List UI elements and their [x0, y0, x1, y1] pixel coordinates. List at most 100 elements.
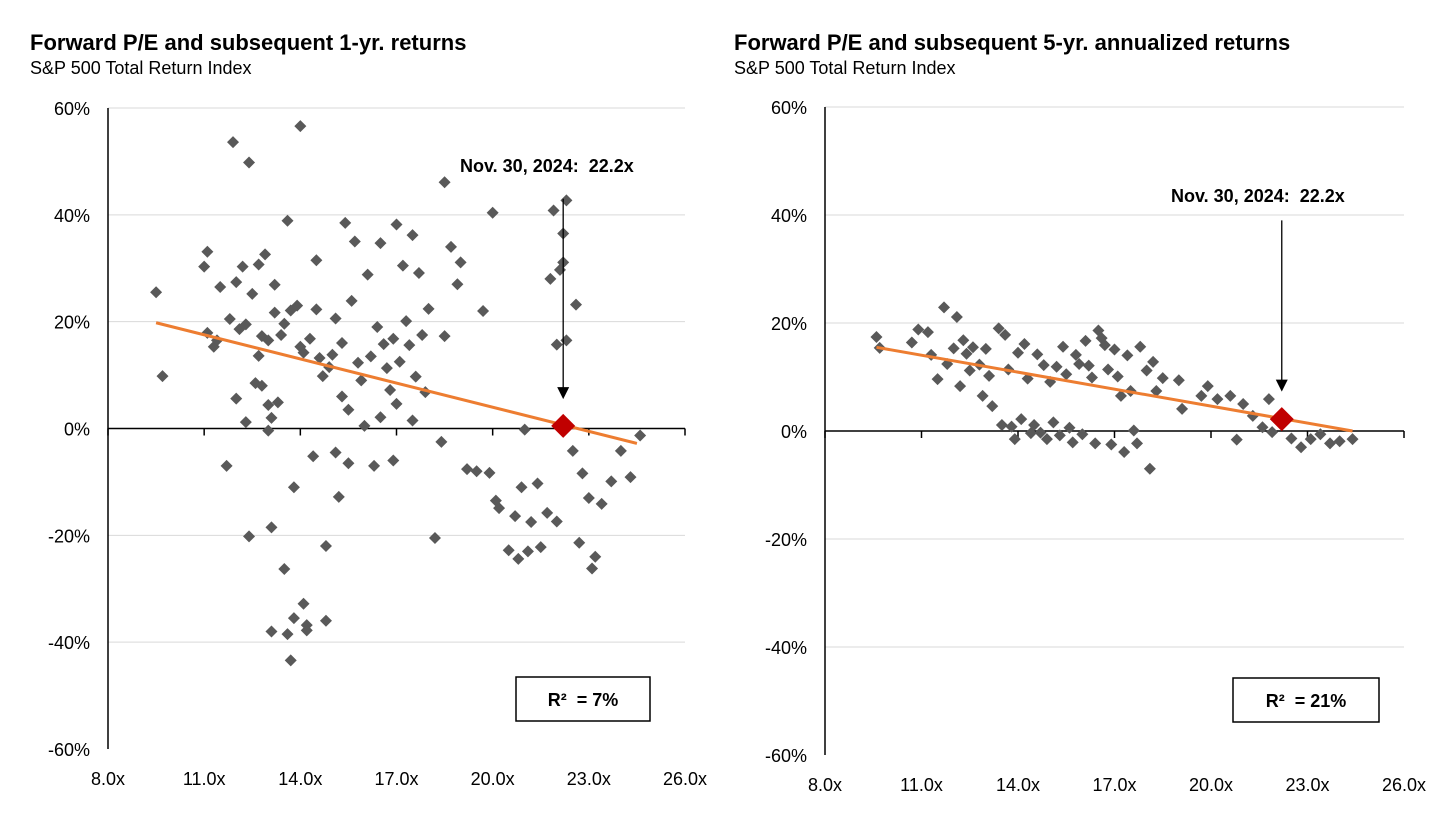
- data-point: [243, 156, 256, 169]
- data-point: [550, 515, 563, 528]
- data-point: [435, 435, 448, 448]
- data-point: [983, 369, 996, 382]
- arrow-head: [557, 387, 570, 400]
- chart-title: Forward P/E and subsequent 5-yr. annuali…: [734, 30, 1291, 55]
- data-point: [1314, 428, 1327, 441]
- data-point: [393, 355, 406, 368]
- data-point: [409, 370, 422, 383]
- y-tick-label: 20%: [54, 313, 90, 333]
- data-point: [297, 346, 310, 359]
- data-point: [483, 466, 496, 479]
- data-point: [268, 306, 281, 319]
- data-point: [364, 350, 377, 363]
- data-point: [1008, 433, 1021, 446]
- data-point: [1114, 389, 1127, 402]
- data-point: [541, 506, 554, 519]
- data-point: [470, 465, 483, 478]
- data-point: [582, 491, 595, 504]
- data-point: [509, 510, 522, 523]
- data-point: [1105, 438, 1118, 451]
- data-point: [1127, 424, 1140, 437]
- data-point: [262, 334, 275, 347]
- data-point: [444, 240, 457, 253]
- y-tick-label: -40%: [48, 633, 90, 653]
- data-point: [243, 530, 256, 543]
- data-point: [461, 463, 474, 476]
- data-point: [1295, 441, 1308, 454]
- data-point: [246, 287, 259, 300]
- data-point: [1237, 398, 1250, 410]
- data-point: [547, 204, 560, 217]
- data-point: [1262, 393, 1275, 406]
- data-point: [1346, 433, 1359, 446]
- data-point: [262, 398, 275, 411]
- x-tick-label: 14.0x: [996, 775, 1040, 795]
- data-point: [595, 497, 608, 510]
- data-point: [348, 235, 361, 248]
- data-point: [390, 218, 403, 231]
- data-point: [1131, 437, 1144, 450]
- data-point: [198, 260, 211, 273]
- y-tick-label: 60%: [771, 98, 807, 118]
- data-point: [624, 471, 637, 484]
- y-tick-label: 40%: [771, 206, 807, 226]
- data-point: [521, 545, 534, 558]
- y-tick-label: -20%: [765, 530, 807, 550]
- y-tick-label: -60%: [48, 740, 90, 760]
- x-tick-label: 26.0x: [1382, 775, 1426, 795]
- data-point: [544, 272, 557, 285]
- data-point: [387, 332, 400, 345]
- chart-subtitle: S&P 500 Total Return Index: [30, 58, 252, 78]
- data-point: [1156, 372, 1169, 385]
- data-point: [1024, 427, 1037, 440]
- data-point: [995, 419, 1008, 432]
- r-squared-label: R² = 7%: [548, 690, 619, 710]
- data-point: [368, 459, 381, 472]
- data-point: [1118, 446, 1131, 459]
- data-point: [947, 342, 960, 355]
- data-point: [1082, 359, 1095, 372]
- data-point: [957, 334, 970, 347]
- data-point: [294, 120, 307, 133]
- data-point: [1108, 343, 1121, 356]
- data-point: [310, 303, 323, 316]
- chart-title: Forward P/E and subsequent 1-yr. returns: [30, 30, 467, 55]
- data-point: [380, 362, 393, 375]
- scatter-plot-5yr: 60% 40% 20% 0% -20% -40% -60%8.0x 11.0x 14.0x 17.…: [765, 98, 1426, 795]
- y-tick-label: -60%: [765, 746, 807, 766]
- data-point: [332, 490, 345, 503]
- data-point: [214, 280, 227, 293]
- x-tick-label: 8.0x: [808, 775, 842, 795]
- data-point: [255, 379, 268, 392]
- data-point: [1037, 359, 1050, 372]
- data-point: [1230, 433, 1243, 446]
- data-point: [384, 384, 397, 397]
- data-point: [355, 374, 368, 387]
- data-point: [1324, 437, 1337, 450]
- data-point: [284, 654, 297, 667]
- data-point: [1195, 389, 1208, 402]
- data-point: [271, 396, 284, 409]
- data-point: [438, 176, 451, 189]
- x-tick-label: 11.0x: [900, 775, 943, 795]
- data-point: [1005, 420, 1018, 433]
- data-point: [1031, 348, 1044, 361]
- data-point: [1098, 339, 1111, 352]
- data-point: [525, 515, 538, 528]
- current-value-marker: [551, 413, 576, 438]
- data-point: [201, 245, 214, 258]
- data-point: [560, 194, 573, 207]
- data-point: [586, 562, 599, 575]
- data-point: [416, 329, 429, 342]
- y-tick-label: 60%: [54, 99, 90, 119]
- data-point: [438, 330, 451, 343]
- data-point: [278, 562, 291, 575]
- data-point: [1147, 355, 1160, 368]
- data-point: [390, 397, 403, 410]
- data-point: [281, 628, 294, 641]
- data-point: [412, 267, 425, 280]
- data-point: [1076, 428, 1089, 441]
- data-point: [1040, 433, 1053, 446]
- data-point: [268, 278, 281, 291]
- data-point: [550, 338, 563, 351]
